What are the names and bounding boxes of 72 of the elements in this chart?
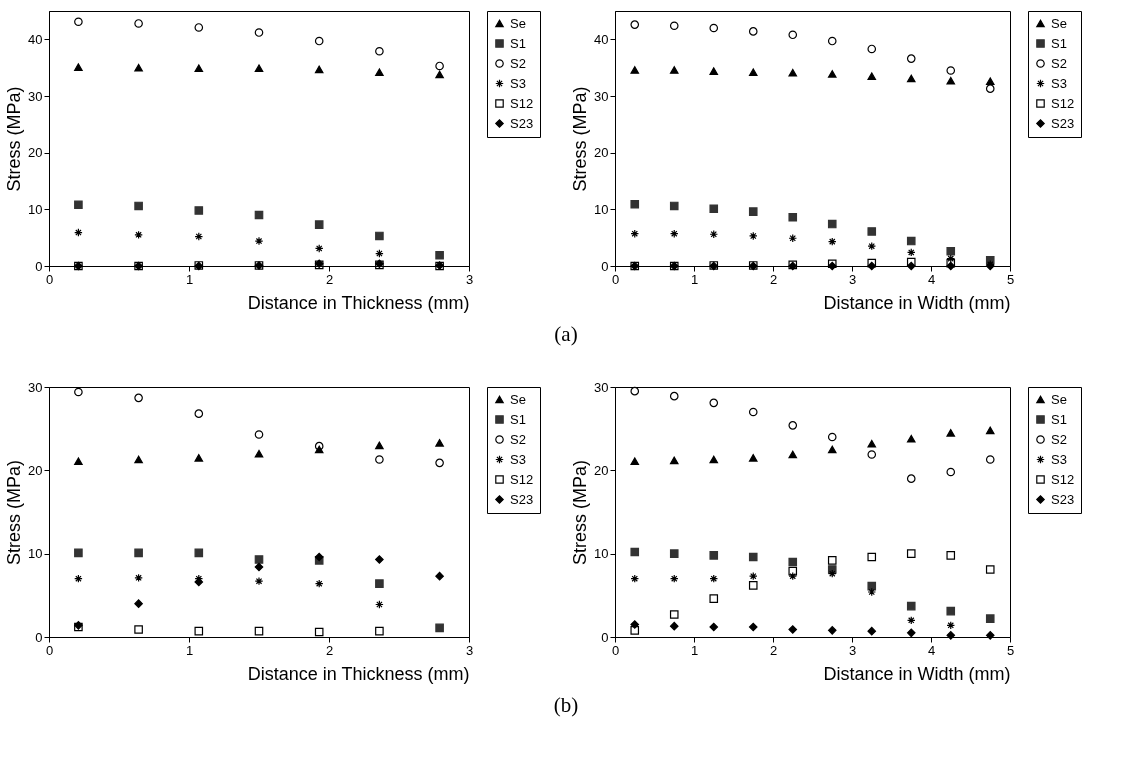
- legend-label: S2: [510, 55, 526, 71]
- y-tick-label: 0: [601, 629, 609, 645]
- legend-label: S12: [510, 95, 534, 111]
- x-axis-title: Distance in Width (mm): [823, 663, 1011, 684]
- y-tick-label: 30: [28, 379, 43, 395]
- y-tick-label: 10: [594, 546, 609, 562]
- y-tick-label: 0: [35, 629, 43, 645]
- x-tick-label: 1: [690, 642, 699, 658]
- legend-label: S1: [1051, 411, 1067, 427]
- legend-label: S12: [1051, 471, 1075, 487]
- legend-label: S1: [510, 411, 526, 427]
- x-tick-label: 5: [1006, 642, 1015, 658]
- x-axis-title: Distance in Width (mm): [823, 292, 1011, 313]
- legend-label: S23: [510, 491, 534, 507]
- legend-label: S3: [1051, 451, 1067, 467]
- legend-label: S2: [1051, 431, 1067, 447]
- y-tick-label: 40: [594, 31, 609, 47]
- x-axis-title: Distance in Thickness (mm): [247, 663, 470, 684]
- x-tick-label: 4: [927, 271, 936, 287]
- legend-label: S12: [1051, 95, 1075, 111]
- y-tick-label: 20: [28, 145, 43, 161]
- x-tick-label: 1: [185, 642, 194, 658]
- legend-label: S3: [510, 451, 526, 467]
- y-axis-title: Stress (MPa): [570, 459, 591, 566]
- y-tick-label: 30: [594, 379, 609, 395]
- legend-label: S12: [510, 471, 534, 487]
- y-tick-label: 10: [28, 546, 43, 562]
- legend-label: S2: [1051, 55, 1067, 71]
- legend-label: S2: [510, 431, 526, 447]
- x-tick-label: 5: [1006, 271, 1015, 287]
- text: (b): [552, 692, 580, 719]
- legend-label: S3: [1051, 75, 1067, 91]
- x-tick-label: 2: [325, 271, 334, 287]
- legend-label: S23: [510, 115, 534, 131]
- y-tick-label: 30: [594, 88, 609, 104]
- x-tick-label: 3: [465, 271, 474, 287]
- text: (a): [553, 321, 579, 348]
- x-tick-label: 2: [769, 642, 778, 658]
- legend-label: S1: [1051, 35, 1067, 51]
- y-tick-label: 0: [35, 258, 43, 274]
- y-tick-label: 20: [28, 462, 43, 478]
- x-tick-label: 2: [769, 271, 778, 287]
- y-tick-label: 10: [28, 201, 43, 217]
- legend-label: Se: [1051, 15, 1067, 31]
- legend-label: S1: [510, 35, 526, 51]
- x-tick-label: 0: [611, 642, 620, 658]
- legend-label: S23: [1051, 115, 1075, 131]
- y-axis-title: Stress (MPa): [570, 86, 591, 192]
- y-tick-label: 0: [601, 258, 609, 274]
- legend-label: S3: [510, 75, 526, 91]
- y-axis-title: Stress (MPa): [4, 86, 25, 192]
- x-tick-label: 0: [611, 271, 620, 287]
- y-axis-title: Stress (MPa): [4, 459, 25, 566]
- legend-label: Se: [510, 15, 526, 31]
- legend-label: Se: [1051, 391, 1067, 407]
- y-tick-label: 20: [594, 462, 609, 478]
- x-tick-label: 3: [848, 271, 857, 287]
- x-tick-label: 1: [185, 271, 194, 287]
- x-tick-label: 0: [45, 642, 54, 658]
- x-tick-label: 2: [325, 642, 334, 658]
- x-tick-label: 3: [465, 642, 474, 658]
- x-axis-title: Distance in Thickness (mm): [247, 292, 470, 313]
- y-tick-label: 10: [594, 201, 609, 217]
- x-tick-label: 4: [927, 642, 936, 658]
- legend-label: Se: [510, 391, 526, 407]
- legend-label: S23: [1051, 491, 1075, 507]
- x-tick-label: 3: [848, 642, 857, 658]
- x-tick-label: 0: [45, 271, 54, 287]
- y-tick-label: 20: [594, 145, 609, 161]
- y-tick-label: 30: [28, 88, 43, 104]
- y-tick-label: 40: [28, 31, 43, 47]
- x-tick-label: 1: [690, 271, 699, 287]
